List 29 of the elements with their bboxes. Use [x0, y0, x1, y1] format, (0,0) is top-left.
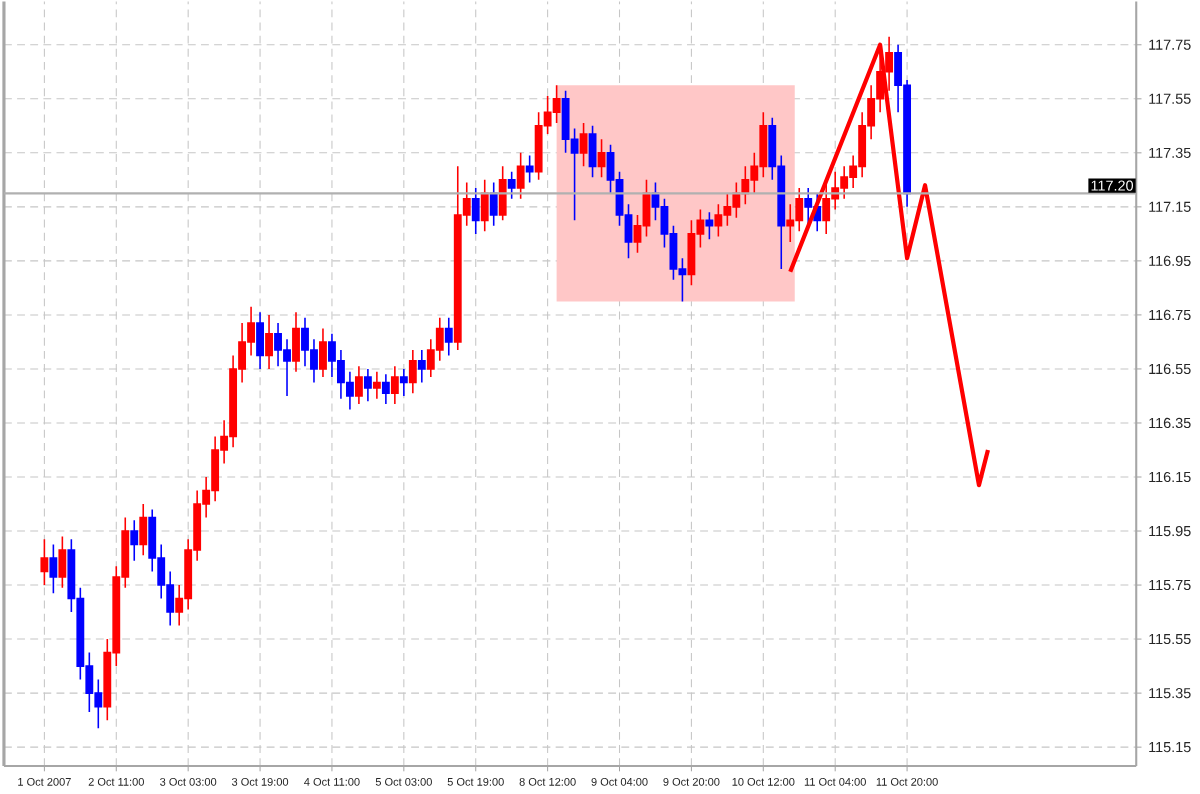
candlestick — [489, 181, 498, 227]
candlestick — [705, 211, 714, 240]
candlestick — [139, 502, 148, 556]
candlestick — [372, 370, 381, 400]
candlestick — [498, 165, 507, 221]
line-series — [788, 42, 991, 487]
candlestick — [292, 311, 300, 373]
candlestick — [579, 122, 588, 167]
candlestick — [58, 535, 67, 589]
candlestick — [480, 178, 489, 232]
candlestick — [408, 349, 417, 394]
candlestick — [381, 373, 390, 405]
candlestick — [417, 349, 426, 383]
candlestick — [40, 538, 49, 586]
candlestick — [256, 311, 264, 370]
candlestick — [130, 519, 139, 562]
candlestick — [471, 186, 480, 235]
candlestick — [516, 151, 525, 200]
candlestick — [319, 327, 327, 378]
candlestick — [265, 313, 273, 370]
candlestick — [363, 367, 372, 402]
candlestick — [804, 186, 813, 227]
candlestick — [354, 365, 363, 405]
candlestick — [507, 170, 516, 200]
candlestick — [444, 316, 453, 356]
candlestick — [525, 154, 534, 184]
candlestick — [390, 365, 399, 405]
candlestick — [399, 367, 408, 397]
candlestick — [49, 543, 58, 594]
